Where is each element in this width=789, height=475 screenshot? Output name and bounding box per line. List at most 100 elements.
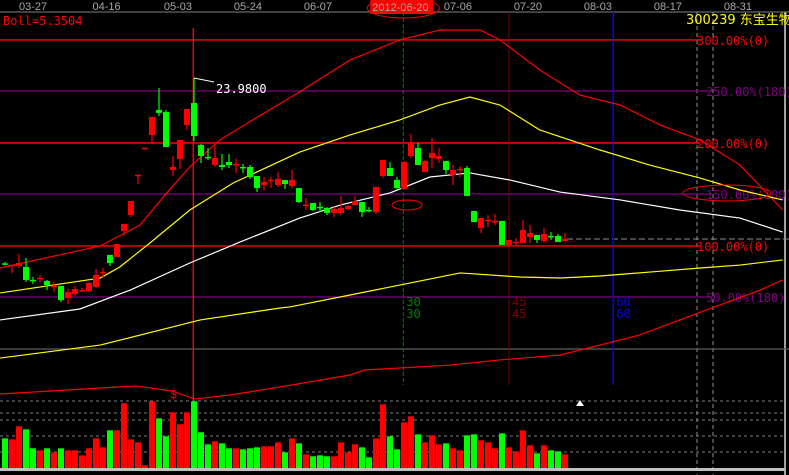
- candle-body: [555, 236, 561, 242]
- candle-body: [408, 143, 414, 156]
- candle: [219, 153, 225, 171]
- candle-body: [121, 224, 127, 232]
- candle: [44, 279, 50, 291]
- candle-body: [324, 207, 330, 213]
- candle: [16, 253, 22, 268]
- volume-bar: [499, 433, 505, 468]
- candle-body: [142, 147, 148, 150]
- candle: [359, 201, 365, 218]
- volume-bar: [156, 418, 162, 468]
- candle: [142, 147, 148, 150]
- candle: [121, 224, 127, 236]
- candle: [387, 161, 393, 176]
- volume-bar: [338, 442, 344, 468]
- candle: [534, 234, 540, 244]
- candle: [170, 155, 176, 176]
- candle: [240, 163, 246, 173]
- candle-body: [387, 167, 393, 176]
- candle-body: [275, 178, 281, 186]
- volume-bar: [352, 444, 358, 468]
- candle-body: [23, 266, 29, 280]
- volume-bar: [324, 456, 330, 468]
- candle-body: [296, 187, 302, 202]
- candle: [9, 264, 15, 273]
- time-axis-tick: 07-06: [444, 1, 472, 13]
- candle-body: [443, 160, 449, 171]
- volume-bar: [345, 452, 351, 468]
- candle-body: [30, 279, 36, 282]
- volume-bar: [219, 443, 225, 468]
- volume-bar: [107, 430, 113, 468]
- volume-bar: [30, 448, 36, 468]
- time-axis-tick: 05-24: [234, 1, 262, 13]
- level-label: 300.00%(0): [697, 34, 769, 48]
- candle: [562, 232, 568, 241]
- level-label: 250.00%(180): [706, 85, 789, 99]
- volume-bar: [394, 449, 400, 468]
- volume-bar: [268, 446, 274, 468]
- candle: [380, 159, 386, 179]
- candle: [205, 147, 211, 160]
- candle-body: [219, 165, 225, 167]
- candle-body: [114, 244, 120, 258]
- volume-bar: [492, 448, 498, 468]
- candle-body: [429, 152, 435, 159]
- volume-bar: [443, 443, 449, 468]
- candle-body: [562, 238, 568, 241]
- volume-bar: [23, 429, 29, 468]
- volume-bar: [240, 449, 246, 468]
- time-axis-tick: 05-03: [164, 1, 192, 13]
- time-axis-tick: 03-27: [19, 1, 47, 13]
- volume-bar: [65, 450, 71, 468]
- symbol-label: 300239 东宝生物: [686, 13, 789, 28]
- volume-bar: [450, 448, 456, 468]
- candle-body: [506, 239, 512, 246]
- volume-bar: [37, 450, 43, 468]
- cycle-label: 45: [512, 295, 526, 309]
- candle: [471, 211, 477, 222]
- volume-bar: [422, 442, 428, 468]
- candle-body: [401, 161, 407, 189]
- volume-bar: [212, 441, 218, 468]
- band-upper-red: [0, 29, 784, 269]
- candle-body: [191, 102, 197, 136]
- candle: [317, 201, 323, 213]
- candle-body: [44, 280, 50, 286]
- volume-bar: [198, 432, 204, 468]
- band-lower-red: [0, 279, 783, 400]
- volume-bar: [149, 401, 155, 468]
- time-axis-tick: 08-31: [724, 1, 752, 13]
- candle-body: [282, 179, 288, 185]
- candle: [527, 225, 533, 244]
- candle: [345, 205, 351, 211]
- candle: [177, 139, 183, 169]
- volume-bar: [247, 448, 253, 468]
- candle: [492, 213, 498, 226]
- volume-bar: [331, 456, 337, 468]
- volume-bar: [191, 401, 197, 468]
- volume-bar: [527, 445, 533, 468]
- candle-body: [135, 174, 141, 177]
- volume-bar: [226, 448, 232, 468]
- candle-body: [457, 168, 463, 171]
- level-label: 100.00%(0): [697, 240, 769, 254]
- candle: [268, 177, 274, 188]
- volume-bar: [282, 452, 288, 468]
- volume-bar: [478, 440, 484, 468]
- candle-body: [177, 139, 183, 159]
- dollar-marker: $: [170, 387, 177, 401]
- candle-body: [93, 274, 99, 287]
- candle: [296, 187, 302, 204]
- candle: [310, 203, 316, 212]
- candle: [233, 158, 239, 173]
- volume-bar: [86, 448, 92, 468]
- candle-body: [37, 277, 43, 280]
- band-center-white: [0, 172, 783, 321]
- candle: [499, 220, 505, 246]
- candle: [51, 281, 57, 293]
- candle: [72, 285, 78, 297]
- candle: [457, 165, 463, 178]
- candle-body: [527, 232, 533, 238]
- candle-body: [485, 219, 491, 222]
